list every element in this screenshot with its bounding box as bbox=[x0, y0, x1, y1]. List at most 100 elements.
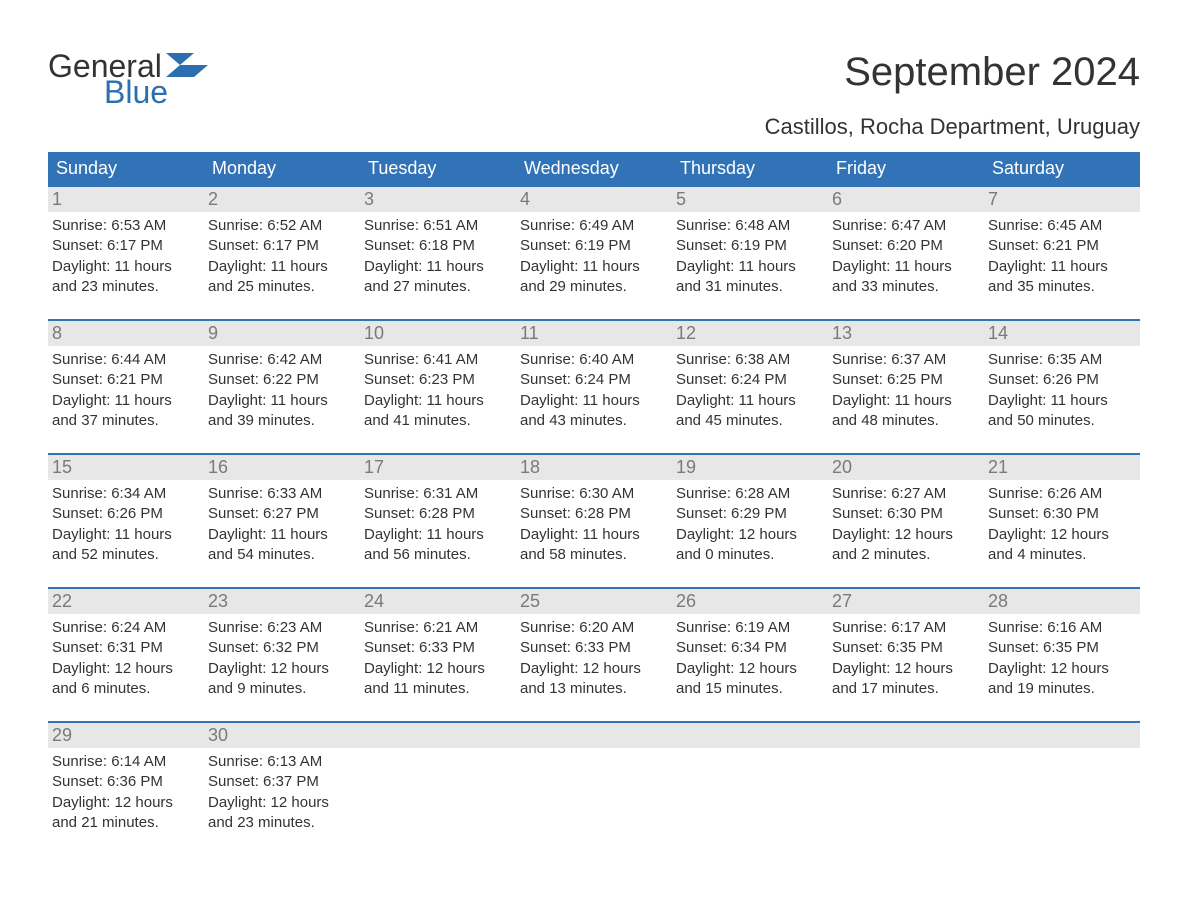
day-number bbox=[360, 723, 516, 748]
day-number: 27 bbox=[828, 589, 984, 614]
daylight-line-1: Daylight: 11 hours bbox=[208, 257, 352, 277]
sunrise-text: Sunrise: 6:44 AM bbox=[52, 350, 196, 370]
sunset-text: Sunset: 6:21 PM bbox=[988, 236, 1132, 256]
day-number: 2 bbox=[204, 187, 360, 212]
sunrise-text: Sunrise: 6:38 AM bbox=[676, 350, 820, 370]
day-content: Sunrise: 6:40 AMSunset: 6:24 PMDaylight:… bbox=[516, 346, 672, 431]
day-number: 17 bbox=[360, 455, 516, 480]
daylight-line-2: and 43 minutes. bbox=[520, 411, 664, 431]
sunrise-text: Sunrise: 6:26 AM bbox=[988, 484, 1132, 504]
day-number: 28 bbox=[984, 589, 1140, 614]
daylight-line-1: Daylight: 12 hours bbox=[520, 659, 664, 679]
sunrise-text: Sunrise: 6:28 AM bbox=[676, 484, 820, 504]
sunrise-text: Sunrise: 6:24 AM bbox=[52, 618, 196, 638]
sunset-text: Sunset: 6:30 PM bbox=[988, 504, 1132, 524]
day-content: Sunrise: 6:48 AMSunset: 6:19 PMDaylight:… bbox=[672, 212, 828, 297]
day-content: Sunrise: 6:38 AMSunset: 6:24 PMDaylight:… bbox=[672, 346, 828, 431]
day-number: 23 bbox=[204, 589, 360, 614]
daylight-line-2: and 19 minutes. bbox=[988, 679, 1132, 699]
day-number: 8 bbox=[48, 321, 204, 346]
day-number bbox=[672, 723, 828, 748]
sunrise-text: Sunrise: 6:41 AM bbox=[364, 350, 508, 370]
page-subtitle: Castillos, Rocha Department, Uruguay bbox=[48, 114, 1140, 140]
daylight-line-1: Daylight: 11 hours bbox=[52, 525, 196, 545]
day-number: 19 bbox=[672, 455, 828, 480]
daylight-line-2: and 48 minutes. bbox=[832, 411, 976, 431]
daylight-line-2: and 9 minutes. bbox=[208, 679, 352, 699]
sunrise-text: Sunrise: 6:53 AM bbox=[52, 216, 196, 236]
day-number: 18 bbox=[516, 455, 672, 480]
daylight-line-1: Daylight: 11 hours bbox=[832, 391, 976, 411]
day-number: 30 bbox=[204, 723, 360, 748]
day-header: Tuesday bbox=[360, 152, 516, 185]
daylight-line-1: Daylight: 12 hours bbox=[52, 659, 196, 679]
day-content bbox=[516, 748, 672, 833]
day-number: 9 bbox=[204, 321, 360, 346]
day-number: 26 bbox=[672, 589, 828, 614]
daycontent-row: Sunrise: 6:34 AMSunset: 6:26 PMDaylight:… bbox=[48, 480, 1140, 587]
day-content: Sunrise: 6:21 AMSunset: 6:33 PMDaylight:… bbox=[360, 614, 516, 699]
daylight-line-2: and 52 minutes. bbox=[52, 545, 196, 565]
day-header: Wednesday bbox=[516, 152, 672, 185]
week: 22232425262728Sunrise: 6:24 AMSunset: 6:… bbox=[48, 587, 1140, 721]
day-content: Sunrise: 6:31 AMSunset: 6:28 PMDaylight:… bbox=[360, 480, 516, 565]
daylight-line-1: Daylight: 11 hours bbox=[676, 391, 820, 411]
sunrise-text: Sunrise: 6:51 AM bbox=[364, 216, 508, 236]
day-content: Sunrise: 6:30 AMSunset: 6:28 PMDaylight:… bbox=[516, 480, 672, 565]
daylight-line-1: Daylight: 11 hours bbox=[208, 525, 352, 545]
sunset-text: Sunset: 6:30 PM bbox=[832, 504, 976, 524]
daynum-row: 1234567 bbox=[48, 187, 1140, 212]
day-content: Sunrise: 6:17 AMSunset: 6:35 PMDaylight:… bbox=[828, 614, 984, 699]
sunrise-text: Sunrise: 6:13 AM bbox=[208, 752, 352, 772]
day-number bbox=[828, 723, 984, 748]
sunset-text: Sunset: 6:20 PM bbox=[832, 236, 976, 256]
day-content: Sunrise: 6:33 AMSunset: 6:27 PMDaylight:… bbox=[204, 480, 360, 565]
sunset-text: Sunset: 6:33 PM bbox=[520, 638, 664, 658]
sunset-text: Sunset: 6:24 PM bbox=[520, 370, 664, 390]
week: 2930Sunrise: 6:14 AMSunset: 6:36 PMDayli… bbox=[48, 721, 1140, 855]
day-content: Sunrise: 6:13 AMSunset: 6:37 PMDaylight:… bbox=[204, 748, 360, 833]
daylight-line-1: Daylight: 11 hours bbox=[832, 257, 976, 277]
daylight-line-2: and 35 minutes. bbox=[988, 277, 1132, 297]
daylight-line-2: and 58 minutes. bbox=[520, 545, 664, 565]
sunrise-text: Sunrise: 6:31 AM bbox=[364, 484, 508, 504]
sunrise-text: Sunrise: 6:19 AM bbox=[676, 618, 820, 638]
day-content: Sunrise: 6:44 AMSunset: 6:21 PMDaylight:… bbox=[48, 346, 204, 431]
day-header: Thursday bbox=[672, 152, 828, 185]
sunset-text: Sunset: 6:23 PM bbox=[364, 370, 508, 390]
sunset-text: Sunset: 6:24 PM bbox=[676, 370, 820, 390]
daylight-line-2: and 39 minutes. bbox=[208, 411, 352, 431]
day-number: 11 bbox=[516, 321, 672, 346]
daylight-line-1: Daylight: 12 hours bbox=[832, 525, 976, 545]
daylight-line-2: and 31 minutes. bbox=[676, 277, 820, 297]
sunset-text: Sunset: 6:36 PM bbox=[52, 772, 196, 792]
sunrise-text: Sunrise: 6:33 AM bbox=[208, 484, 352, 504]
sunrise-text: Sunrise: 6:21 AM bbox=[364, 618, 508, 638]
sunrise-text: Sunrise: 6:40 AM bbox=[520, 350, 664, 370]
sunrise-text: Sunrise: 6:49 AM bbox=[520, 216, 664, 236]
day-content: Sunrise: 6:41 AMSunset: 6:23 PMDaylight:… bbox=[360, 346, 516, 431]
daylight-line-1: Daylight: 11 hours bbox=[364, 391, 508, 411]
day-content: Sunrise: 6:45 AMSunset: 6:21 PMDaylight:… bbox=[984, 212, 1140, 297]
daylight-line-2: and 37 minutes. bbox=[52, 411, 196, 431]
day-number: 16 bbox=[204, 455, 360, 480]
daylight-line-2: and 15 minutes. bbox=[676, 679, 820, 699]
sunset-text: Sunset: 6:21 PM bbox=[52, 370, 196, 390]
sunrise-text: Sunrise: 6:34 AM bbox=[52, 484, 196, 504]
daylight-line-1: Daylight: 11 hours bbox=[364, 257, 508, 277]
sunset-text: Sunset: 6:19 PM bbox=[520, 236, 664, 256]
day-content: Sunrise: 6:24 AMSunset: 6:31 PMDaylight:… bbox=[48, 614, 204, 699]
daylight-line-1: Daylight: 11 hours bbox=[988, 257, 1132, 277]
daylight-line-1: Daylight: 11 hours bbox=[364, 525, 508, 545]
sunset-text: Sunset: 6:31 PM bbox=[52, 638, 196, 658]
daylight-line-1: Daylight: 12 hours bbox=[832, 659, 976, 679]
daycontent-row: Sunrise: 6:53 AMSunset: 6:17 PMDaylight:… bbox=[48, 212, 1140, 319]
day-number: 13 bbox=[828, 321, 984, 346]
daycontent-row: Sunrise: 6:44 AMSunset: 6:21 PM Daylight:… bbox=[48, 346, 1140, 453]
daylight-line-1: Daylight: 11 hours bbox=[676, 257, 820, 277]
day-content bbox=[360, 748, 516, 833]
daycontent-row: Sunrise: 6:24 AMSunset: 6:31 PMDaylight:… bbox=[48, 614, 1140, 721]
daylight-line-2: and 23 minutes. bbox=[208, 813, 352, 833]
day-content: Sunrise: 6:51 AMSunset: 6:18 PMDaylight:… bbox=[360, 212, 516, 297]
calendar: Sunday Monday Tuesday Wednesday Thursday… bbox=[48, 152, 1140, 855]
